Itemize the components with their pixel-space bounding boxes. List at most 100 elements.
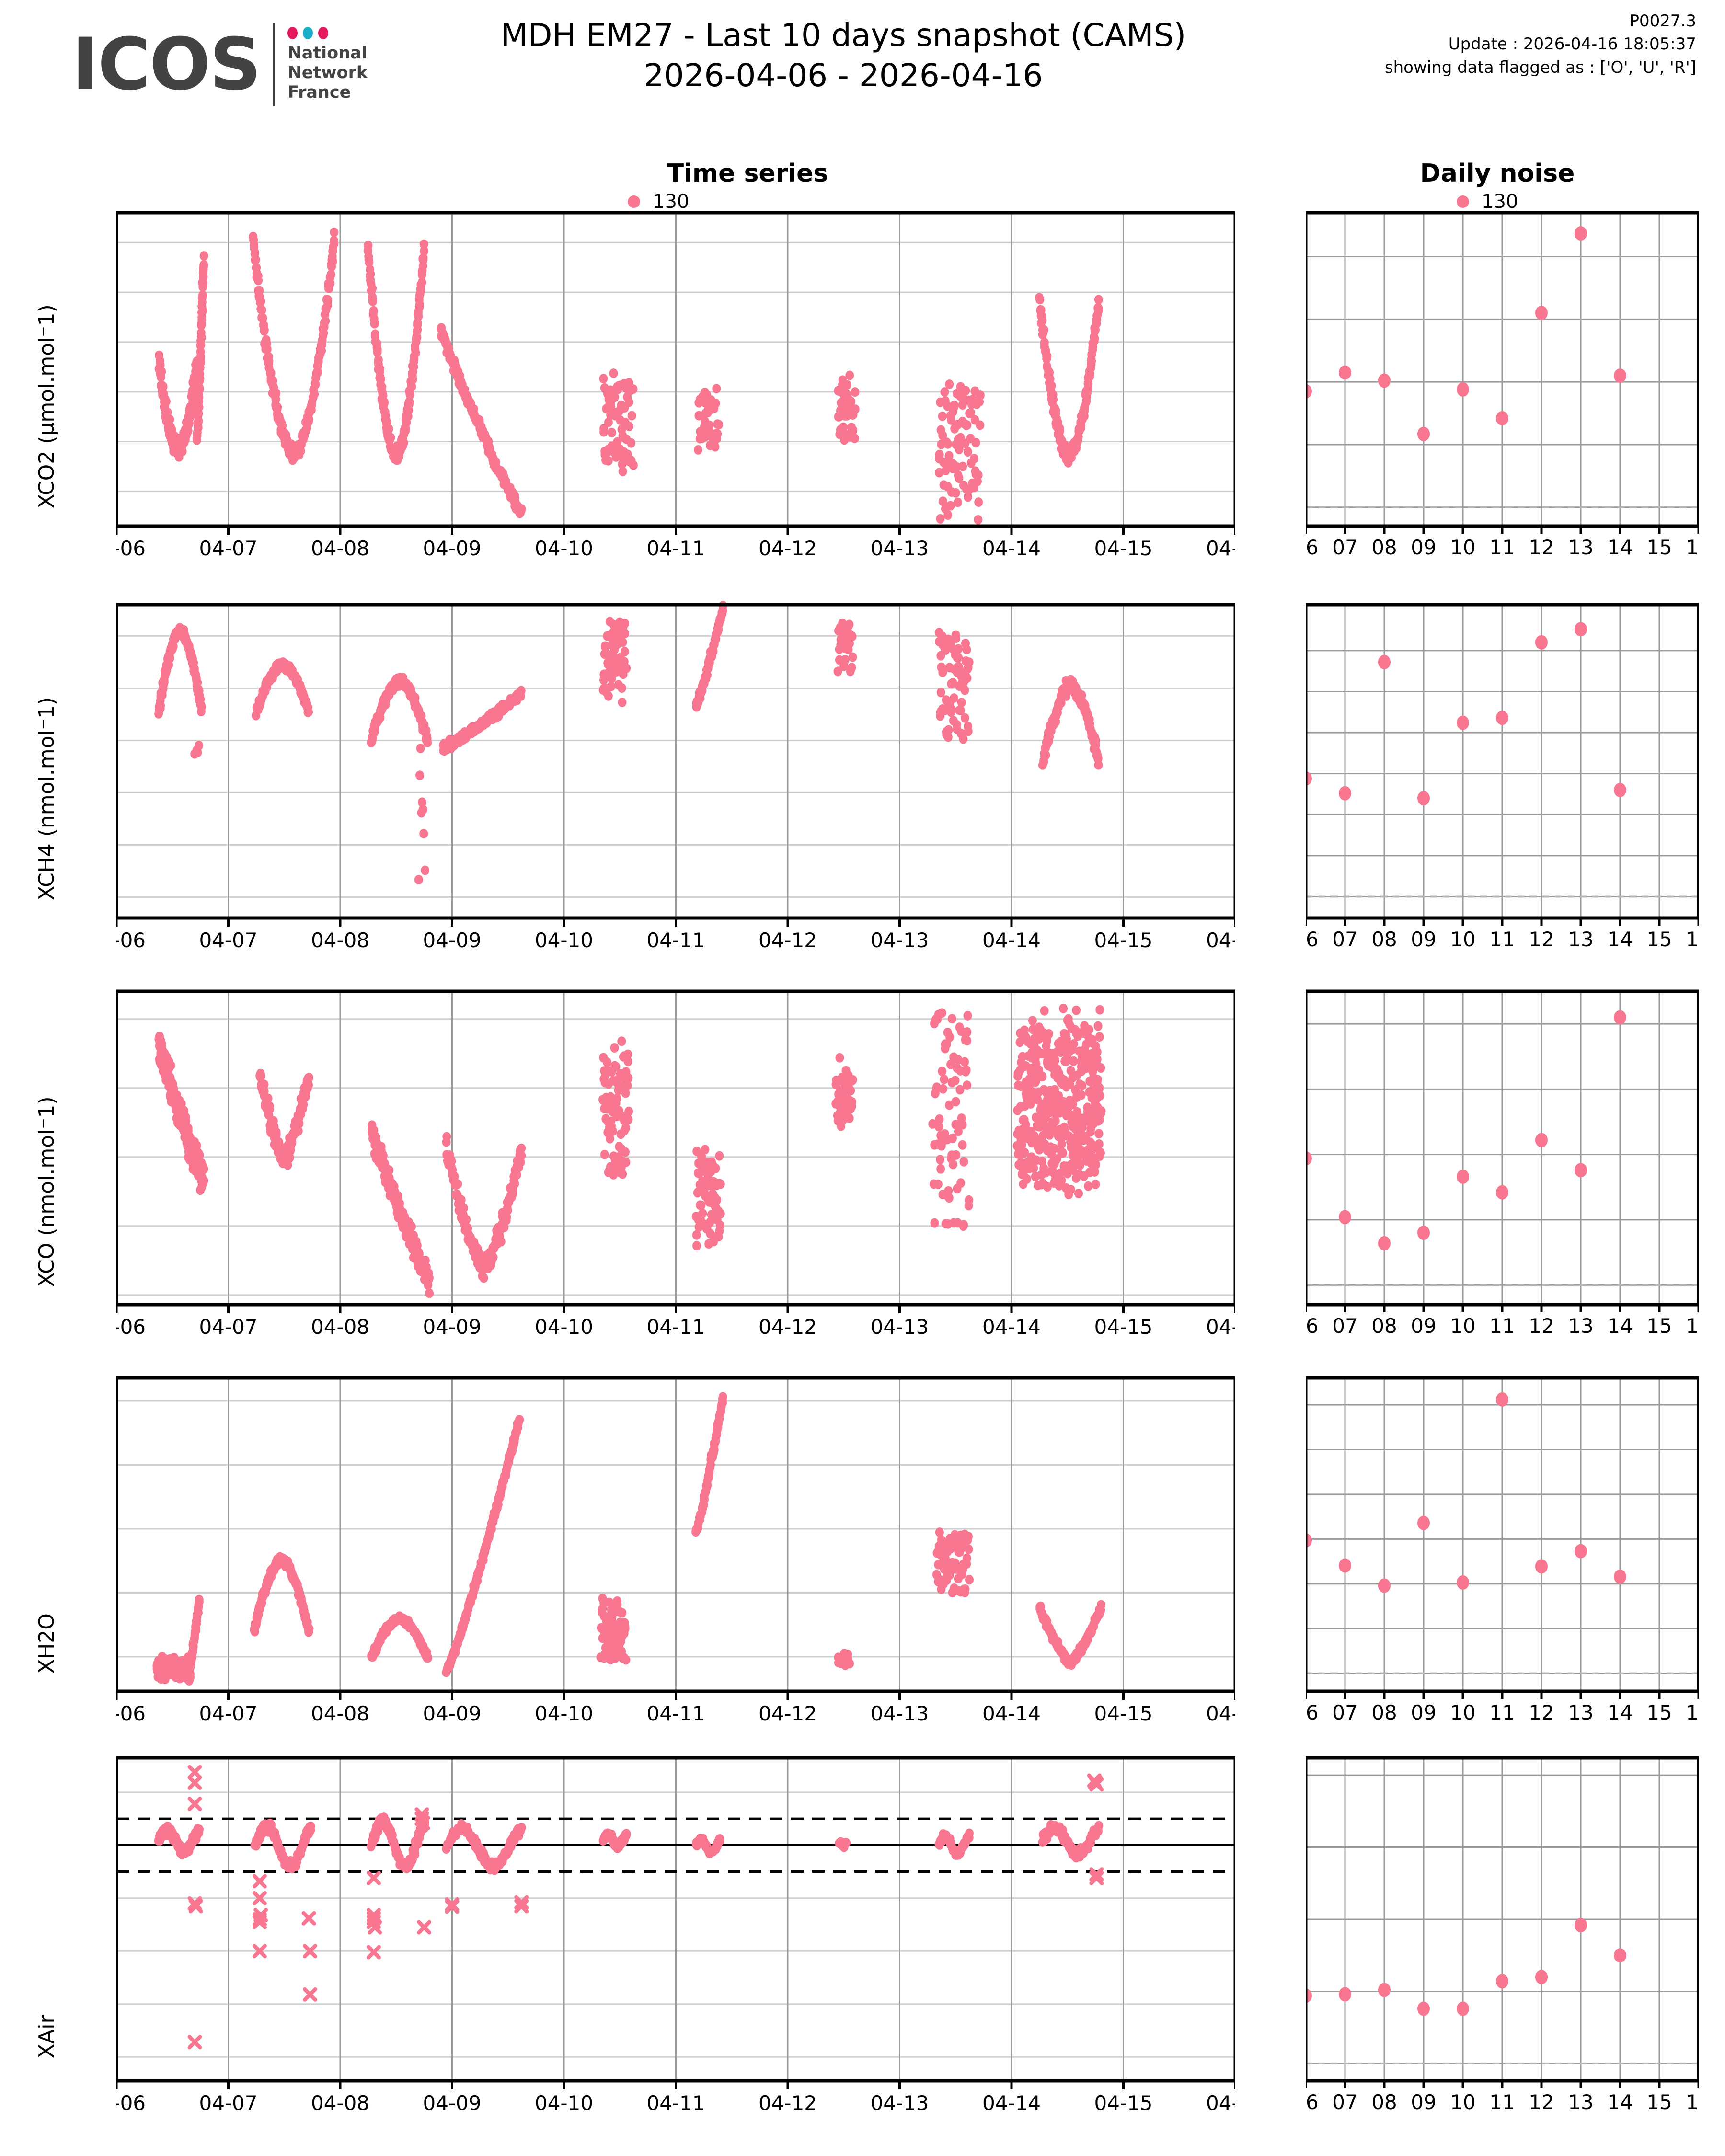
legend-daily-noise: 130 bbox=[1457, 191, 1518, 213]
svg-text:04-06: 04-06 bbox=[116, 537, 146, 560]
svg-text:07: 07 bbox=[1332, 1314, 1357, 1338]
dailynoise-panel-xh2o: 01020304050600607080910111213141516 bbox=[1306, 1371, 1699, 1726]
svg-text:04-14: 04-14 bbox=[982, 537, 1041, 560]
svg-text:04-08: 04-08 bbox=[311, 537, 369, 560]
svg-text:13: 13 bbox=[1568, 928, 1593, 951]
svg-text:04-12: 04-12 bbox=[759, 1315, 817, 1339]
svg-text:09: 09 bbox=[1411, 928, 1436, 951]
page-header: ICOS National Network France MDH EM27 - … bbox=[0, 0, 1725, 213]
svg-text:07: 07 bbox=[1332, 536, 1357, 559]
y-axis-label-xco: XCO (nmol.mol⁻1) bbox=[34, 1096, 59, 1287]
y-axis-label-xco2: XCO2 (μmol.mol⁻1) bbox=[34, 304, 59, 508]
svg-text:04-11: 04-11 bbox=[646, 929, 705, 952]
svg-text:04-14: 04-14 bbox=[982, 929, 1041, 952]
svg-text:10: 10 bbox=[1450, 536, 1475, 559]
svg-text:04-07: 04-07 bbox=[199, 929, 257, 952]
logo-subtitle-line-3: France bbox=[288, 83, 351, 103]
svg-text:04-09: 04-09 bbox=[423, 929, 481, 952]
svg-text:12: 12 bbox=[1529, 1314, 1554, 1338]
page-title-line-1: MDH EM27 - Last 10 days snapshot (CAMS) bbox=[500, 17, 1186, 54]
svg-text:15: 15 bbox=[1646, 536, 1672, 559]
column-title-daily-noise: Daily noise bbox=[1420, 159, 1575, 188]
legend-marker-icon bbox=[1457, 195, 1469, 208]
svg-text:16: 16 bbox=[1686, 928, 1699, 951]
svg-text:15: 15 bbox=[1646, 1314, 1672, 1338]
svg-text:04-08: 04-08 bbox=[311, 1315, 369, 1339]
svg-text:04-13: 04-13 bbox=[870, 929, 929, 952]
svg-text:07: 07 bbox=[1332, 928, 1357, 951]
timeseries-panel-xh2o: 1500200025003000350004-0604-0704-0804-09… bbox=[116, 1371, 1235, 1726]
svg-text:04-06: 04-06 bbox=[116, 1315, 146, 1339]
svg-text:13: 13 bbox=[1568, 536, 1593, 559]
logo-subtitle-line-2: Network bbox=[288, 63, 368, 82]
column-title-time-series: Time series bbox=[667, 159, 828, 188]
flag-filter-text: showing data flagged as : ['O', 'U', 'R'… bbox=[1384, 57, 1696, 77]
svg-text:04-10: 04-10 bbox=[535, 537, 593, 560]
y-axis-label-xair: XAir bbox=[34, 2015, 59, 2058]
y-axis-label-xch4: XCH4 (nmol.mol⁻1) bbox=[34, 697, 59, 900]
dailynoise-panel-xch4: 0.000.250.500.751.001.251.50060708091011… bbox=[1306, 598, 1699, 952]
svg-text:04-15: 04-15 bbox=[1094, 537, 1152, 560]
svg-text:04-09: 04-09 bbox=[423, 1315, 481, 1339]
svg-text:04-15: 04-15 bbox=[1094, 929, 1152, 952]
svg-text:04-08: 04-08 bbox=[311, 929, 369, 952]
svg-text:14: 14 bbox=[1607, 928, 1633, 951]
svg-text:09: 09 bbox=[1411, 1314, 1436, 1338]
svg-text:04-09: 04-09 bbox=[423, 537, 481, 560]
svg-text:06: 06 bbox=[1306, 536, 1319, 559]
station-id: P0027.3 bbox=[1629, 11, 1696, 31]
timeseries-panel-xch4: 18701880189019001910192004-0604-0704-080… bbox=[116, 598, 1235, 952]
logo-dots-icon bbox=[288, 26, 368, 39]
svg-text:15: 15 bbox=[1646, 928, 1672, 951]
svg-text:04-06: 04-06 bbox=[116, 929, 146, 952]
dailynoise-panel-xco2: 00.10.20.30.40607080910111213141516 bbox=[1306, 206, 1699, 561]
page-title-line-2: 2026-04-06 - 2026-04-16 bbox=[644, 57, 1043, 94]
svg-text:11: 11 bbox=[1489, 928, 1515, 951]
svg-text:04-12: 04-12 bbox=[759, 537, 817, 560]
icos-wordmark: ICOS bbox=[72, 23, 261, 106]
svg-text:04-10: 04-10 bbox=[535, 1315, 593, 1339]
svg-text:04-14: 04-14 bbox=[982, 1315, 1041, 1339]
legend-time-series: 130 bbox=[628, 191, 689, 213]
legend-label-daily-noise: 130 bbox=[1482, 191, 1518, 213]
svg-text:04-10: 04-10 bbox=[535, 929, 593, 952]
update-timestamp: Update : 2026-04-16 18:05:37 bbox=[1448, 34, 1696, 54]
timeseries-panel-xco: 85909510010504-0604-0704-0804-0904-1004-… bbox=[116, 985, 1235, 1339]
svg-text:06: 06 bbox=[1306, 1314, 1319, 1338]
svg-text:08: 08 bbox=[1371, 536, 1397, 559]
svg-text:04-13: 04-13 bbox=[870, 1315, 929, 1339]
svg-text:04-11: 04-11 bbox=[646, 537, 705, 560]
legend-label-time-series: 130 bbox=[653, 191, 690, 213]
svg-text:14: 14 bbox=[1607, 536, 1633, 559]
svg-text:04-16: 04-16 bbox=[1206, 929, 1235, 952]
svg-text:04-16: 04-16 bbox=[1206, 1315, 1235, 1339]
svg-text:11: 11 bbox=[1489, 1314, 1515, 1338]
page-title: MDH EM27 - Last 10 days snapshot (CAMS) … bbox=[364, 15, 1322, 96]
logo-divider bbox=[273, 23, 276, 106]
logo-subtitle-block: National Network France bbox=[288, 19, 368, 110]
svg-text:04-11: 04-11 bbox=[646, 1315, 705, 1339]
timeseries-panel-xco2: 42943043143243343404-0604-0704-0804-0904… bbox=[116, 206, 1235, 561]
header-metadata: P0027.3 Update : 2026-04-16 18:05:37 sho… bbox=[1385, 10, 1696, 79]
dailynoise-panel-xco: 0.00.51.01.52.00607080910111213141516 bbox=[1306, 985, 1699, 1339]
svg-text:08: 08 bbox=[1371, 1314, 1397, 1338]
svg-text:04-07: 04-07 bbox=[199, 1315, 257, 1339]
svg-text:09: 09 bbox=[1411, 536, 1436, 559]
timeseries-panel-xair: 0.960.970.980.991.001.0104-0604-0704-080… bbox=[116, 1751, 1235, 2115]
dailynoise-panel-xair: 0.00000.00050.00100.00150.00200607080910… bbox=[1306, 1751, 1699, 2115]
y-axis-label-xh2o: XH2O bbox=[34, 1613, 59, 1674]
svg-text:04-13: 04-13 bbox=[870, 537, 929, 560]
svg-text:04-15: 04-15 bbox=[1094, 1315, 1152, 1339]
svg-text:13: 13 bbox=[1568, 1314, 1593, 1338]
logo-subtitle-line-1: National bbox=[288, 43, 368, 63]
svg-text:10: 10 bbox=[1450, 1314, 1475, 1338]
legend-marker-icon bbox=[628, 195, 640, 208]
svg-text:16: 16 bbox=[1686, 536, 1699, 559]
svg-text:14: 14 bbox=[1607, 1314, 1633, 1338]
svg-text:04-12: 04-12 bbox=[759, 929, 817, 952]
svg-text:10: 10 bbox=[1450, 928, 1475, 951]
icos-logo: ICOS National Network France bbox=[72, 19, 368, 110]
svg-text:06: 06 bbox=[1306, 928, 1319, 951]
svg-text:08: 08 bbox=[1371, 928, 1397, 951]
